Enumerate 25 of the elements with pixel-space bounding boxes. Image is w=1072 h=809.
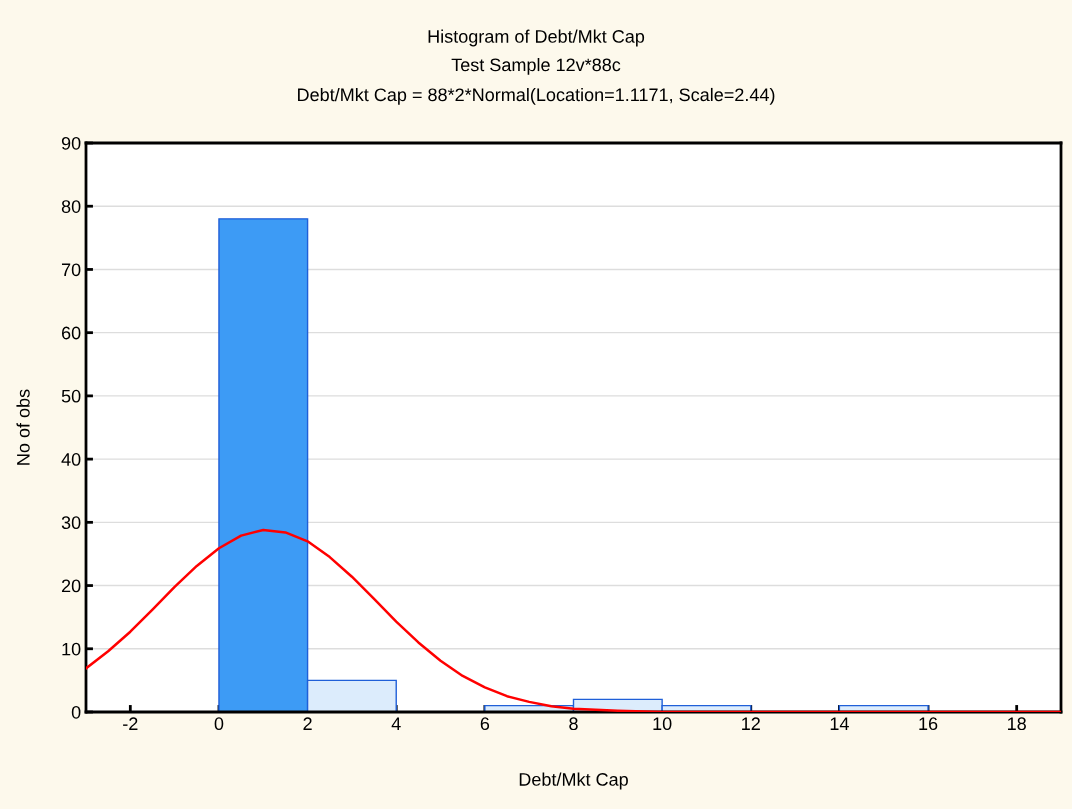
x-tick-label: 16	[919, 717, 938, 731]
y-tick-label: 0	[71, 705, 81, 719]
y-tick-label: 40	[61, 453, 81, 466]
x-tick-label: 10	[653, 717, 672, 731]
y-tick-label: 30	[61, 516, 81, 530]
x-tick-label: 12	[742, 717, 760, 730]
x-axis-title: Debt/Mkt Cap	[519, 772, 628, 790]
x-tick-label: 14	[830, 717, 849, 730]
x-tick-label: 18	[1008, 717, 1026, 731]
y-tick-label: 50	[61, 389, 81, 403]
x-tick-label: -2	[123, 717, 138, 730]
y-tick-label: 90	[61, 136, 81, 150]
y-axis-title: No of obs	[16, 389, 30, 465]
y-tick-label: 20	[61, 579, 81, 593]
y-tick-label: 10	[62, 642, 81, 656]
y-tick-label: 60	[61, 326, 81, 340]
x-tick-label: 4	[391, 717, 401, 730]
y-tick-label: 80	[61, 200, 81, 213]
chart-title: Histogram of Debt/Mkt Cap	[428, 29, 645, 47]
x-tick-label: 6	[480, 717, 490, 731]
x-tick-label: 8	[569, 717, 578, 731]
y-tick-label: 70	[61, 263, 81, 277]
x-tick-label: 2	[303, 717, 312, 730]
x-tick-label: 0	[214, 717, 224, 731]
chart-subtitle: Test Sample 12v*88c Debt/Mkt Cap = 88*2*Normal(Location=1.1171, Scale=2.44)	[298, 58, 775, 105]
